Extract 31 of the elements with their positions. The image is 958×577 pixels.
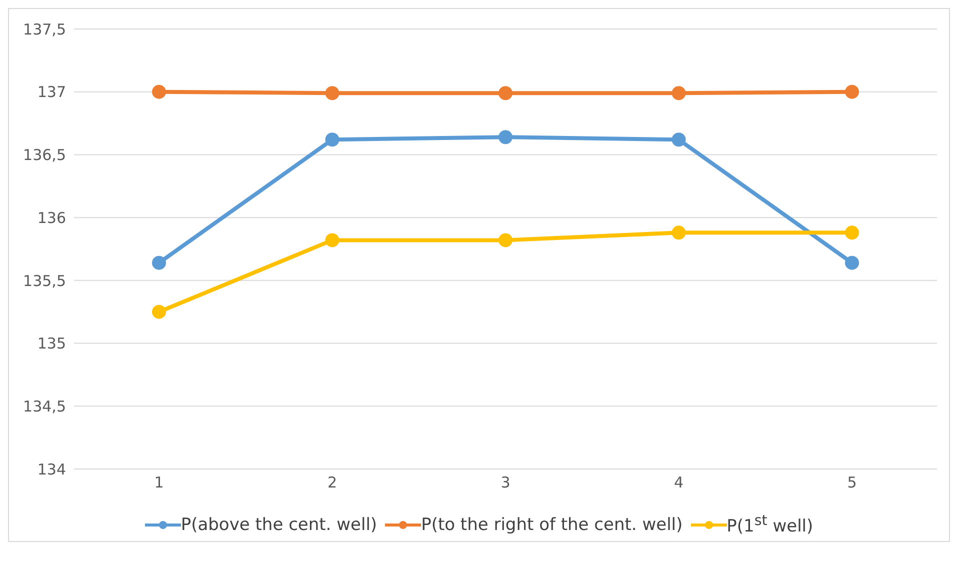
y-tick-label: 137,5 [23,20,66,38]
legend-label: P(above the cent. well) [180,514,378,535]
y-tick-label: 136 [37,208,66,227]
x-tick-label: 5 [847,474,857,492]
point [325,233,340,248]
point [498,233,512,248]
x-tick-label: 3 [500,474,510,492]
y-tick-label: 134 [37,460,66,478]
point [498,86,512,100]
y-tick-label: 136,5 [23,146,66,164]
point [845,226,859,240]
point [845,256,859,270]
point [672,132,686,147]
y-tick-label: 137 [37,83,66,102]
legend-label: P(1$^{st}$ well) [726,513,814,537]
point [672,226,686,240]
y-tick-label: 135 [37,334,66,353]
x-tick-label: 2 [327,474,338,492]
point [672,86,686,100]
legend-label: P(to the right of the cent. well) [421,514,683,535]
point [152,84,166,99]
point [845,84,859,99]
point [498,130,512,144]
point [152,256,166,270]
point [152,304,166,319]
x-tick-label: 4 [674,474,684,492]
y-tick-label: 134,5 [23,397,66,416]
point [325,86,340,100]
x-tick-label: 1 [154,474,164,492]
y-tick-label: 135,5 [23,272,66,290]
point [325,132,340,147]
